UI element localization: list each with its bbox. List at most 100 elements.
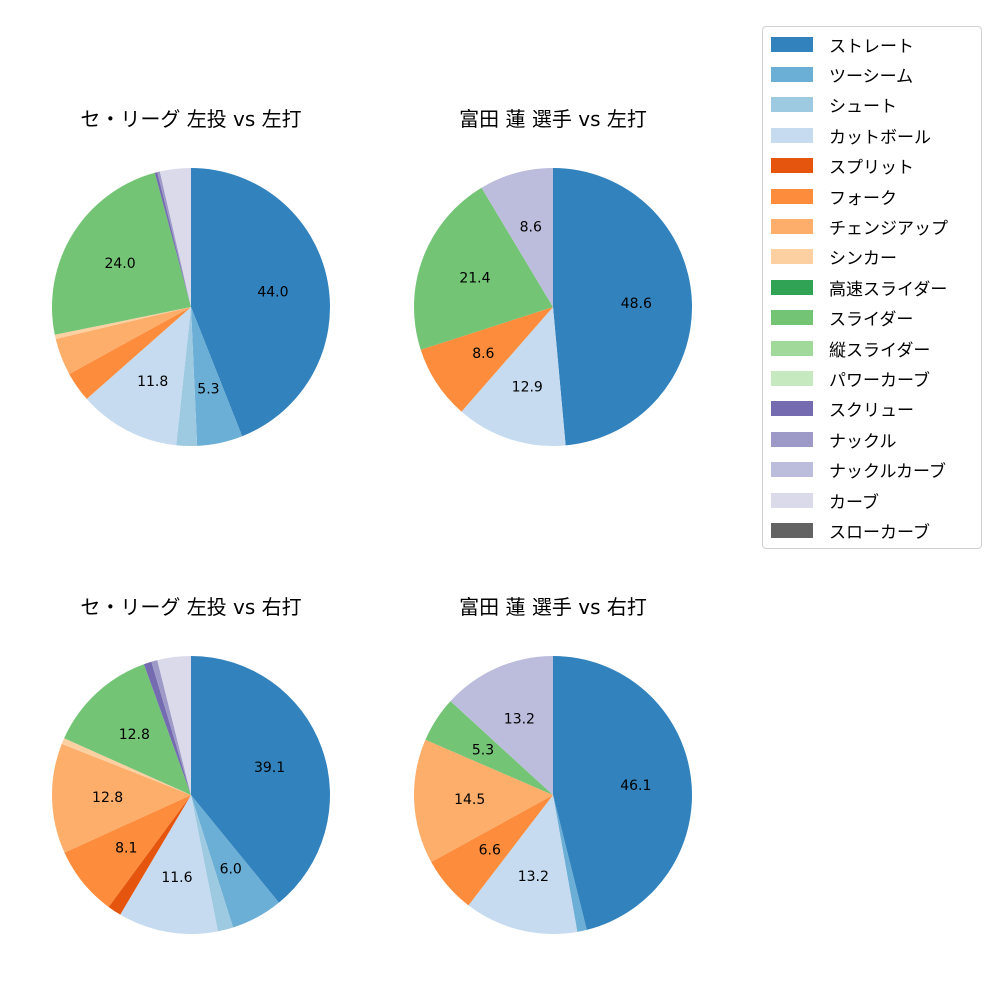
- legend-label: パワーカーブ: [829, 370, 930, 391]
- pie-slice: [154, 172, 191, 307]
- slice-label: 11.6: [161, 870, 192, 886]
- pie-slice: [191, 168, 331, 437]
- slice-label: 6.0: [220, 861, 242, 877]
- pie-slice: [450, 656, 553, 795]
- legend-swatch: [771, 218, 813, 234]
- slice-label: 24.0: [104, 256, 135, 272]
- pie-slice: [108, 795, 191, 915]
- chart-title-3: セ・リーグ 左投 vs 右打: [80, 595, 302, 619]
- legend-swatch: [771, 462, 813, 478]
- pie-slice: [61, 738, 191, 795]
- slice-label: 14.5: [454, 792, 485, 808]
- pie-slice: [52, 743, 191, 853]
- legend-item: カットボール: [771, 124, 931, 148]
- slice-label: 21.4: [459, 271, 490, 287]
- pie-slice: [431, 795, 553, 906]
- pie-slice: [553, 656, 693, 930]
- legend-item: ストレート: [771, 33, 914, 57]
- legend-swatch: [771, 522, 813, 538]
- pie-slice: [64, 795, 191, 907]
- legend-label: 高速スライダー: [829, 279, 948, 300]
- pie-slice: [157, 656, 191, 795]
- legend-item: ナックル: [771, 428, 897, 452]
- slice-label: 44.0: [257, 284, 288, 300]
- pie-slice: [481, 168, 553, 307]
- legend-label: ストレート: [829, 36, 914, 57]
- legend: ストレートツーシームシュートカットボールスプリットフォークチェンジアップ シンカー…: [762, 26, 982, 549]
- slice-label: 46.1: [620, 778, 651, 794]
- legend-swatch: [771, 279, 813, 295]
- legend-item: シュート: [771, 94, 897, 118]
- legend-label: カットボール: [829, 127, 931, 148]
- legend-label: シュート: [829, 97, 897, 118]
- slice-label: 5.3: [197, 382, 219, 398]
- slice-label: 8.6: [520, 220, 542, 236]
- pie-slice: [414, 739, 553, 862]
- pie-slice: [55, 307, 192, 374]
- pie-slice: [468, 795, 578, 935]
- pie-slice: [86, 307, 191, 446]
- pie-slice: [191, 795, 279, 928]
- pie-slice: [553, 795, 587, 932]
- pie-slice: [120, 795, 218, 934]
- pie-slice: [425, 701, 553, 795]
- slice-label: 6.6: [479, 842, 501, 858]
- pie-slice: [191, 795, 234, 932]
- legend-label: スローカーブ: [829, 522, 930, 543]
- legend-item: スプリット: [771, 155, 914, 178]
- legend-swatch: [771, 401, 813, 417]
- legend-swatch: [771, 492, 813, 508]
- legend-swatch: [771, 158, 813, 174]
- legend-label: ナックル: [829, 431, 897, 452]
- slice-label: 12.8: [119, 727, 150, 743]
- legend-swatch: [771, 97, 813, 113]
- chart-title-1: セ・リーグ 左投 vs 左打: [80, 107, 302, 131]
- pie-slice: [414, 187, 553, 350]
- legend-item: ナックルカーブ: [771, 459, 946, 483]
- legend-swatch: [771, 340, 813, 356]
- legend-item: スクリュー: [771, 398, 914, 422]
- slice-label: 13.2: [518, 869, 549, 885]
- legend-item: スローカーブ: [771, 519, 930, 543]
- legend-label: スライダー: [829, 310, 914, 331]
- legend-item: ツーシーム: [771, 63, 913, 87]
- pie-slice: [176, 307, 198, 446]
- legend-label: ナックルカーブ: [829, 462, 946, 483]
- legend-item: 高速スライダー: [771, 276, 948, 300]
- legend-swatch: [771, 36, 813, 52]
- slice-label: 39.1: [254, 760, 285, 776]
- slice-label: 11.8: [137, 374, 168, 390]
- legend-item: フォーク: [771, 185, 897, 209]
- legend-swatch: [771, 310, 813, 326]
- pie-slice: [159, 168, 191, 307]
- legend-label: シンカー: [829, 249, 897, 270]
- pie-slice: [143, 661, 191, 795]
- pie-slice: [191, 656, 331, 903]
- legend-item: シンカー: [771, 246, 897, 270]
- legend-swatch: [771, 370, 813, 386]
- legend-label: チェンジアップ: [829, 218, 948, 239]
- slice-label: 8.6: [472, 346, 494, 362]
- pie-slice: [157, 171, 191, 307]
- pie-slice: [151, 660, 191, 795]
- pie-slice: [191, 307, 243, 446]
- legend-label: カーブ: [829, 492, 879, 513]
- legend-label: スクリュー: [829, 401, 914, 422]
- slice-label: 48.6: [621, 296, 652, 312]
- pie-slice: [69, 307, 191, 399]
- legend-item: 縦スライダー: [771, 337, 931, 361]
- legend-label: 縦スライダー: [829, 340, 931, 361]
- slice-label: 5.3: [472, 743, 494, 759]
- chart-title-4: 富田 蓮 選手 vs 右打: [459, 595, 647, 619]
- legend-label: フォーク: [829, 188, 897, 209]
- slice-label: 12.8: [92, 790, 123, 806]
- pie-slice: [461, 307, 566, 447]
- slice-label: 8.1: [115, 841, 137, 857]
- pie-slice: [420, 307, 553, 412]
- legend-item: スライダー: [771, 307, 914, 331]
- legend-swatch: [771, 188, 813, 204]
